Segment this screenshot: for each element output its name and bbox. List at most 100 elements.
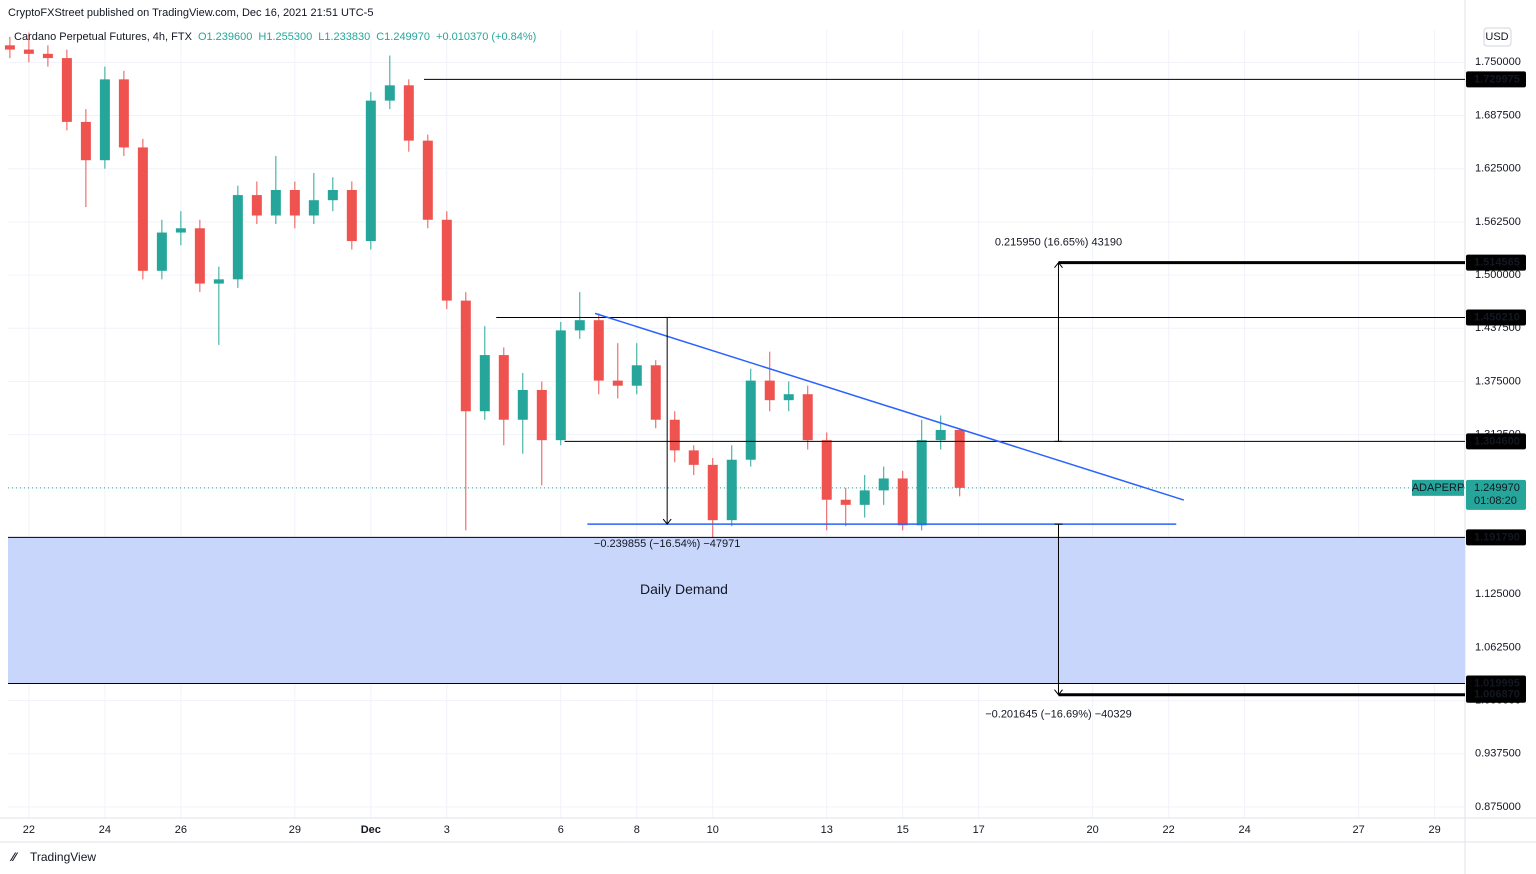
y-tick-label: 1.562500 bbox=[1475, 216, 1521, 228]
footer-brand: TradingView bbox=[30, 850, 96, 864]
x-tick-label: 29 bbox=[1428, 824, 1440, 836]
level-label: 1.450210 bbox=[1474, 311, 1520, 323]
y-tick-label: 1.500000 bbox=[1475, 269, 1521, 281]
measure-label: −0.239855 (−16.54%) −47971 bbox=[594, 538, 741, 550]
candle-body bbox=[707, 464, 718, 521]
y-tick-label: 1.062500 bbox=[1475, 641, 1521, 653]
measure-label: 0.215950 (16.65%) 43190 bbox=[995, 237, 1122, 249]
x-tick-label: 3 bbox=[444, 824, 450, 836]
level-tag bbox=[1466, 529, 1526, 546]
ohlc-value: L1.233830 bbox=[318, 31, 370, 43]
candle-body bbox=[327, 189, 338, 201]
candle-body bbox=[802, 394, 813, 441]
level-label: 1.019995 bbox=[1474, 677, 1520, 689]
candle-body bbox=[403, 85, 414, 141]
level-label: 1.006870 bbox=[1474, 689, 1520, 701]
level-tag bbox=[1466, 686, 1526, 703]
candle-body bbox=[783, 394, 794, 401]
candle-body bbox=[916, 440, 927, 526]
candle-body bbox=[156, 232, 167, 271]
y-tick-label: 1.375000 bbox=[1475, 375, 1521, 387]
x-tick-label: 20 bbox=[1087, 824, 1099, 836]
candle-body bbox=[137, 147, 148, 271]
price-label: 1.249970 bbox=[1474, 482, 1520, 494]
x-tick-label: 27 bbox=[1352, 824, 1364, 836]
measure-arrow bbox=[662, 518, 672, 525]
ohlc-value: O1.239600 bbox=[198, 31, 252, 43]
candle-body bbox=[517, 389, 528, 420]
x-tick-label: Dec bbox=[361, 824, 381, 836]
candle-body bbox=[384, 85, 395, 101]
candle-body bbox=[612, 380, 623, 386]
level-tag bbox=[1466, 309, 1526, 326]
candle-body bbox=[118, 79, 129, 148]
candle-body bbox=[4, 45, 15, 50]
candle-body bbox=[441, 219, 452, 301]
candle-body bbox=[232, 195, 243, 280]
ohlc-value: C1.249970 bbox=[376, 31, 430, 43]
footer-logo: ⁄⁄ bbox=[9, 850, 19, 864]
price-tag bbox=[1466, 479, 1526, 510]
y-tick-label: 0.937500 bbox=[1475, 748, 1521, 760]
candle-body bbox=[555, 330, 566, 441]
y-tick-label: 0.875000 bbox=[1475, 801, 1521, 813]
candle-body bbox=[270, 189, 281, 216]
ohlc-value: +0.010370 (+0.84%) bbox=[436, 31, 536, 43]
y-tick-label: 1.687500 bbox=[1475, 109, 1521, 121]
currency-box[interactable] bbox=[1483, 27, 1512, 47]
candle-body bbox=[764, 380, 775, 401]
x-tick-label: 22 bbox=[23, 824, 35, 836]
y-tick-label: 1.625000 bbox=[1475, 163, 1521, 175]
candle-body bbox=[99, 79, 110, 161]
candle-body bbox=[650, 365, 661, 420]
candle-body bbox=[840, 499, 851, 505]
candle-body bbox=[23, 49, 34, 54]
level-tag bbox=[1466, 254, 1526, 271]
x-tick-label: 13 bbox=[821, 824, 833, 836]
candle-body bbox=[859, 490, 870, 505]
x-tick-label: 24 bbox=[99, 824, 111, 836]
symbol-label: ADAPERP bbox=[1412, 482, 1465, 494]
countdown: 01:08:20 bbox=[1474, 495, 1517, 507]
candle-body bbox=[669, 419, 680, 451]
x-tick-label: 15 bbox=[897, 824, 909, 836]
candle-body bbox=[422, 140, 433, 220]
candle-body bbox=[897, 478, 908, 526]
candle-body bbox=[574, 320, 585, 331]
publisher: CryptoFXStreet published on TradingView.… bbox=[8, 7, 373, 19]
measure-arrow bbox=[1054, 261, 1063, 268]
candle-body bbox=[251, 195, 262, 216]
candle-body bbox=[593, 320, 604, 381]
chart-legend: Cardano Perpetual Futures, 4h, FTX O1.239… bbox=[14, 31, 536, 43]
x-tick-label: 29 bbox=[289, 824, 301, 836]
candle-body bbox=[688, 450, 699, 465]
candle-body bbox=[878, 478, 889, 491]
candle-body bbox=[346, 189, 357, 242]
candle-body bbox=[175, 228, 186, 233]
demand-zone bbox=[8, 537, 1465, 684]
x-tick-label: 6 bbox=[558, 824, 564, 836]
y-tick-label: 1.125000 bbox=[1475, 588, 1521, 600]
candle-body bbox=[460, 300, 471, 412]
measure-arrow bbox=[1054, 689, 1063, 696]
candle-body bbox=[935, 429, 946, 441]
candle-body bbox=[498, 355, 509, 420]
candle-body bbox=[61, 58, 72, 122]
x-tick-label: 8 bbox=[634, 824, 640, 836]
chart-title: Cardano Perpetual Futures, 4h, FTX bbox=[14, 31, 193, 43]
level-label: 1.729975 bbox=[1474, 73, 1520, 85]
candle-body bbox=[365, 100, 376, 242]
symbol-tag bbox=[1412, 479, 1464, 496]
x-tick-label: 24 bbox=[1239, 824, 1251, 836]
level-label: 1.191790 bbox=[1474, 531, 1520, 543]
candle-body bbox=[42, 53, 53, 59]
candle-body bbox=[726, 459, 737, 521]
candle-body bbox=[954, 429, 965, 488]
level-tag bbox=[1466, 433, 1526, 450]
level-tag bbox=[1466, 71, 1526, 88]
measure-label: −0.201645 (−16.69%) −40329 bbox=[985, 709, 1132, 721]
candle-body bbox=[821, 440, 832, 500]
x-tick-label: 10 bbox=[707, 824, 719, 836]
candle-body bbox=[80, 121, 91, 161]
